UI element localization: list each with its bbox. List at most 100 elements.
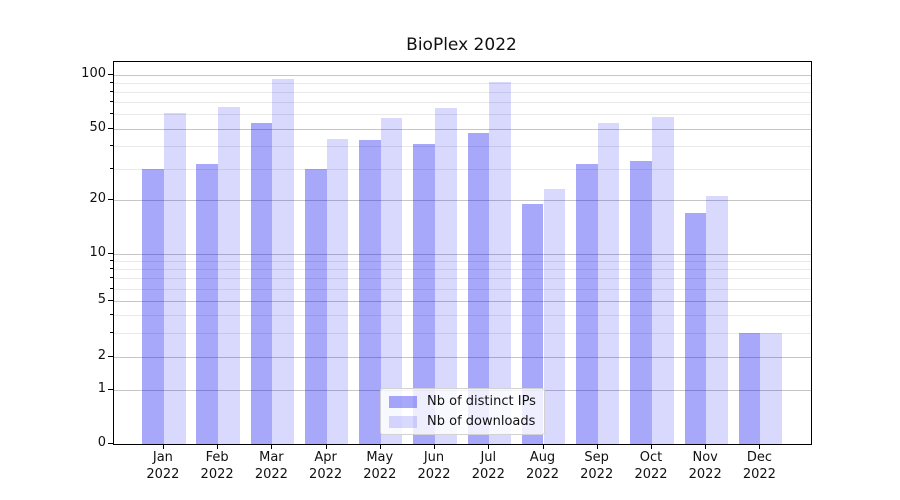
x-tick-jul [488, 444, 490, 449]
gridline-y-20 [114, 200, 811, 202]
bar-nov-downloads [706, 196, 728, 444]
bar-apr-distinct-ips [304, 168, 327, 444]
y-tick-10 [108, 252, 113, 254]
y-tick-label-0: 0 [97, 435, 106, 450]
bar-jan-downloads [163, 113, 186, 444]
x-tick-mar [271, 444, 273, 449]
legend-label-downloads: Nb of downloads [427, 414, 536, 429]
bar-jun-downloads [435, 108, 457, 444]
y-minor-tick-3 [110, 331, 113, 333]
y-minor-tick-7 [110, 277, 113, 279]
y-tick-1 [108, 388, 113, 390]
legend-swatch-downloads [389, 415, 417, 428]
bar-dec-distinct-ips [738, 332, 761, 444]
y-tick-label-50: 50 [89, 119, 106, 135]
plot-area [113, 61, 812, 445]
y-minor-tick-9 [110, 259, 113, 261]
gridline-y-5 [114, 301, 811, 303]
gridline-y-minor-80 [114, 91, 811, 93]
gridline-y-minor-7 [114, 278, 811, 280]
y-tick-50 [108, 127, 113, 129]
y-tick-label-10: 10 [89, 244, 106, 260]
y-tick-2 [108, 356, 113, 358]
bar-dec-downloads [760, 332, 783, 444]
y-minor-tick-8 [110, 267, 113, 269]
x-tick-nov [705, 444, 707, 449]
bar-aug-distinct-ips [521, 204, 544, 444]
x-tick-label-nov: Nov 2022 [688, 450, 722, 482]
gridline-y-minor-70 [114, 102, 811, 104]
x-tick-label-feb: Feb 2022 [200, 450, 234, 482]
x-tick-label-dec: Dec 2022 [742, 450, 776, 482]
x-tick-aug [542, 444, 544, 449]
bar-feb-distinct-ips [196, 163, 219, 444]
gridline-y-minor-3 [114, 332, 811, 334]
bar-oct-distinct-ips [630, 161, 652, 444]
gridline-y-minor-60 [114, 114, 811, 116]
y-tick-0 [108, 443, 113, 444]
y-minor-tick-40 [110, 145, 113, 146]
y-minor-tick-70 [110, 101, 113, 103]
bar-may-downloads [380, 118, 403, 444]
gridline-y-100 [114, 74, 811, 76]
bar-sep-distinct-ips [576, 163, 598, 444]
x-tick-label-jan: Jan 2022 [146, 450, 180, 482]
bar-jan-distinct-ips [142, 168, 164, 444]
x-tick-apr [325, 444, 327, 449]
y-tick-5 [108, 300, 113, 302]
y-minor-tick-6 [110, 287, 113, 289]
gridline-y-minor-6 [114, 288, 811, 290]
x-tick-jan [162, 444, 164, 449]
gridline-y-minor-40 [114, 146, 811, 147]
bar-jul-distinct-ips [467, 133, 490, 444]
x-tick-label-oct: Oct 2022 [634, 450, 668, 482]
gridline-y-minor-4 [114, 315, 811, 316]
bar-oct-downloads [652, 117, 674, 444]
x-tick-label-aug: Aug 2022 [525, 450, 560, 482]
x-tick-label-sep: Sep 2022 [580, 450, 614, 482]
legend: Nb of distinct IPs Nb of downloads [380, 388, 545, 435]
x-tick-feb [217, 444, 219, 449]
y-tick-label-1: 1 [97, 380, 106, 396]
chart-title: BioPlex 2022 [406, 35, 517, 55]
x-tick-label-mar: Mar 2022 [254, 450, 288, 482]
x-tick-label-apr: Apr 2022 [309, 450, 343, 482]
y-minor-tick-30 [110, 167, 113, 169]
bar-feb-downloads [218, 106, 240, 444]
x-tick-label-may: May 2022 [363, 450, 397, 482]
legend-entry-distinct-ips: Nb of distinct IPs [389, 394, 536, 409]
y-minor-tick-80 [110, 90, 113, 92]
x-tick-jun [434, 444, 435, 449]
gridline-y-2 [114, 357, 811, 359]
x-tick-oct [651, 444, 652, 449]
legend-swatch-distinct-ips [389, 395, 417, 408]
gridline-y-10 [114, 253, 811, 255]
bar-aug-downloads [543, 189, 566, 444]
bar-mar-distinct-ips [250, 122, 273, 444]
bar-jul-downloads [489, 81, 511, 444]
y-tick-100 [108, 73, 113, 75]
bar-nov-distinct-ips [684, 212, 707, 444]
bar-mar-downloads [272, 79, 295, 444]
y-tick-20 [108, 199, 113, 201]
y-minor-tick-60 [110, 113, 113, 115]
x-tick-label-jul: Jul 2022 [471, 450, 505, 482]
x-tick-label-jun: Jun 2022 [417, 450, 451, 482]
gridline-y-minor-8 [114, 268, 811, 270]
x-tick-sep [596, 444, 598, 449]
x-tick-dec [759, 444, 761, 449]
y-tick-label-5: 5 [97, 292, 106, 308]
y-minor-tick-90 [110, 81, 113, 83]
bar-jun-distinct-ips [413, 144, 435, 444]
y-tick-label-2: 2 [97, 348, 106, 364]
gridline-y-50 [114, 128, 811, 130]
legend-entry-downloads: Nb of downloads [389, 414, 536, 429]
gridline-y-minor-90 [114, 82, 811, 84]
gridline-y-minor-30 [114, 168, 811, 170]
y-tick-label-100: 100 [81, 65, 106, 81]
x-tick-may [379, 444, 381, 449]
y-tick-label-20: 20 [89, 191, 106, 207]
bar-sep-downloads [597, 122, 620, 444]
bar-apr-downloads [326, 138, 349, 444]
